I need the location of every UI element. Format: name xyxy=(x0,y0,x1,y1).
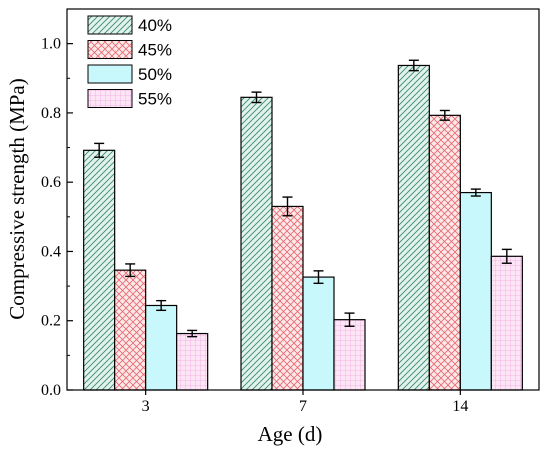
legend-swatch xyxy=(87,64,133,84)
y-tick-label: 0.4 xyxy=(41,243,61,260)
bar-40pct-14 xyxy=(397,64,430,391)
y-tick-label: 1.0 xyxy=(41,36,61,53)
bar-45pct-14 xyxy=(428,114,461,391)
bar-40pct-7 xyxy=(240,96,273,391)
bar-50pct-7 xyxy=(302,276,335,391)
y-axis: 0.0 0.2 0.4 0.6 0.8 1.0 xyxy=(41,36,73,399)
legend-swatch xyxy=(87,15,133,35)
legend-label: 40% xyxy=(138,16,172,35)
bar-45pct-3 xyxy=(114,269,147,391)
bar-55pct-7 xyxy=(333,319,366,391)
x-tick-label: 3 xyxy=(142,398,150,415)
x-axis: 3 7 14 xyxy=(142,390,468,415)
error-bar-group xyxy=(94,59,512,338)
legend-swatch xyxy=(87,40,133,59)
bar-55pct-3 xyxy=(176,332,209,391)
y-axis-title: Compressive strength (MPa) xyxy=(5,78,29,319)
bar-50pct-14 xyxy=(459,191,492,391)
y-tick-label: 0.2 xyxy=(41,313,61,330)
y-tick-label: 0.6 xyxy=(41,174,61,191)
bar-50pct-3 xyxy=(145,304,178,391)
x-tick-label: 14 xyxy=(452,398,468,415)
legend-label: 55% xyxy=(138,90,172,109)
y-tick-label: 0.0 xyxy=(41,382,61,399)
legend: 40% 45% 50% 55% xyxy=(87,15,172,109)
legend-label: 45% xyxy=(138,41,172,60)
bar-55pct-14 xyxy=(490,255,523,391)
bar-45pct-7 xyxy=(271,205,304,391)
bar-40pct-3 xyxy=(83,149,116,391)
legend-label: 50% xyxy=(138,65,172,84)
y-tick-label: 0.8 xyxy=(41,105,61,122)
x-tick-label: 7 xyxy=(299,398,307,415)
bar-group xyxy=(83,64,523,391)
x-axis-title: Age (d) xyxy=(258,422,323,446)
legend-swatch xyxy=(87,89,133,108)
